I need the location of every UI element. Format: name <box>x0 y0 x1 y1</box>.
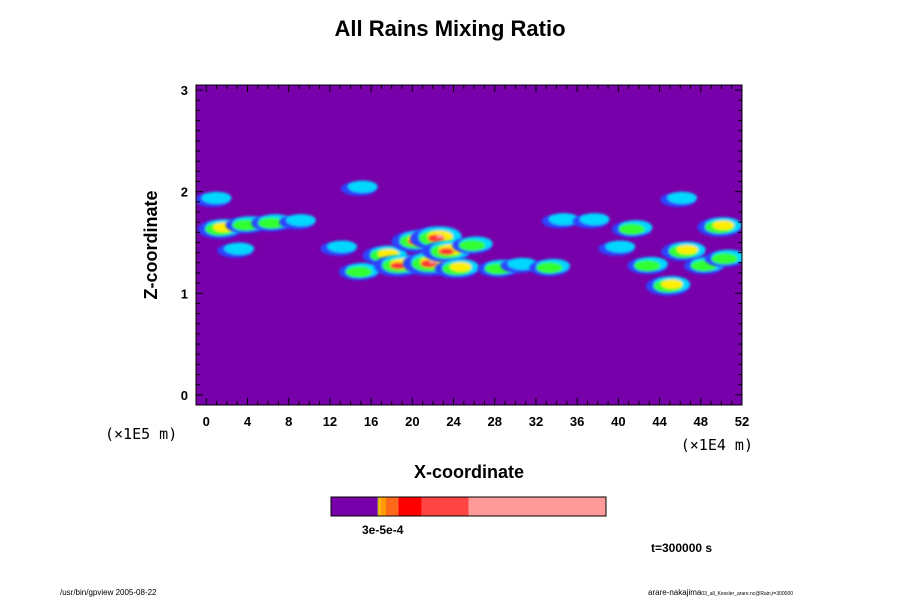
rain-contour <box>711 253 738 265</box>
colorbar-segment <box>377 497 380 516</box>
rain-feature <box>434 258 479 279</box>
x-axis-title: X-coordinate <box>414 462 524 482</box>
y-tick-label: 2 <box>181 185 188 200</box>
x-tick-label: 40 <box>611 414 625 429</box>
rain-feature <box>452 236 493 254</box>
x-tick-label: 24 <box>446 414 461 429</box>
x-tick-label: 48 <box>694 414 708 429</box>
colorbar-segment <box>381 497 386 516</box>
rain-feature <box>572 213 610 229</box>
colorbar-segment <box>386 497 399 516</box>
x-tick-label: 28 <box>488 414 502 429</box>
y-unit-label: (×1E5 m) <box>105 425 177 443</box>
rain-feature <box>704 249 742 268</box>
rain-feature <box>196 191 232 207</box>
rain-field <box>196 180 742 296</box>
rain-contour <box>345 266 373 278</box>
chart-title: All Rains Mixing Ratio <box>334 16 566 41</box>
colorbar-segment <box>398 497 422 516</box>
rain-contour <box>579 213 610 226</box>
x-tick-label: 12 <box>323 414 337 429</box>
footer-right-note: arare-nakajima03_all_Kessler_arare.nc@Ra… <box>648 588 793 597</box>
x-tick-label: 32 <box>529 414 543 429</box>
colorbar-segment <box>379 497 382 516</box>
x-tick-label: 8 <box>285 414 292 429</box>
rain-contour <box>712 220 735 230</box>
x-tick-label: 20 <box>405 414 419 429</box>
rain-feature <box>320 240 358 256</box>
rain-contour <box>676 244 699 255</box>
rain-feature <box>697 217 742 237</box>
time-label: t=300000 s <box>651 541 713 555</box>
rain-feature <box>661 241 706 262</box>
colorbar-segment <box>331 497 378 516</box>
rain-feature <box>598 240 636 256</box>
rain-feature <box>217 242 255 258</box>
rain-feature <box>340 180 378 196</box>
rain-contour <box>536 262 563 274</box>
footer-right-note-main: arare-nakajima <box>648 588 702 597</box>
rain-contour <box>201 191 232 204</box>
rain-contour <box>634 260 661 272</box>
rain-feature <box>645 276 691 296</box>
rain-feature <box>627 256 668 275</box>
rain-contour <box>224 242 255 255</box>
rain-feature <box>529 258 571 277</box>
rain-contour <box>605 240 636 253</box>
colorbar-segment <box>421 497 469 516</box>
x-tick-label: 16 <box>364 414 378 429</box>
rain-feature <box>660 191 698 207</box>
rain-contour <box>258 217 285 229</box>
rain-feature <box>279 214 316 230</box>
colorbar <box>331 497 606 516</box>
rain-contour <box>436 234 444 239</box>
y-axis-title: Z-coordinate <box>141 190 161 299</box>
rain-contour <box>458 239 486 252</box>
rain-contour <box>286 214 316 227</box>
plot-frame <box>195 84 743 406</box>
rain-contour <box>438 248 455 256</box>
rain-contour <box>618 223 646 235</box>
rain-contour <box>347 180 378 193</box>
x-tick-label: 4 <box>244 414 252 429</box>
rain-feature <box>541 213 579 229</box>
colorbar-frame <box>330 496 607 517</box>
rain-contour <box>661 279 683 289</box>
rain-contour <box>667 191 698 204</box>
y-axis: 0 1 2 3 <box>181 83 742 403</box>
x-unit-label: (×1E4 m) <box>681 436 753 454</box>
rain-contour <box>449 262 472 272</box>
rain-contour <box>548 213 579 226</box>
rain-feature <box>611 220 653 238</box>
y-tick-label: 1 <box>181 286 188 301</box>
x-tick-label: 36 <box>570 414 584 429</box>
rain-feature <box>338 262 380 281</box>
x-axis: 0 4 8 12 16 20 24 28 32 36 40 44 48 52 <box>195 85 749 429</box>
x-tick-label: 52 <box>735 414 749 429</box>
x-tick-label: 0 <box>203 414 210 429</box>
y-tick-label: 0 <box>181 388 188 403</box>
colorbar-segment <box>468 497 606 516</box>
rain-contour <box>327 240 358 253</box>
footer-right-note-small: 03_all_Kessler_arare.nc@Rain,t=300000 <box>701 591 794 597</box>
y-tick-label: 3 <box>181 83 188 98</box>
footer-left-note: /usr/bin/gpview 2005-08-22 <box>60 588 157 597</box>
rain-contour <box>390 262 406 270</box>
colorbar-tick-labels: 3e-5e-4 <box>362 523 404 537</box>
x-tick-label: 44 <box>652 414 667 429</box>
